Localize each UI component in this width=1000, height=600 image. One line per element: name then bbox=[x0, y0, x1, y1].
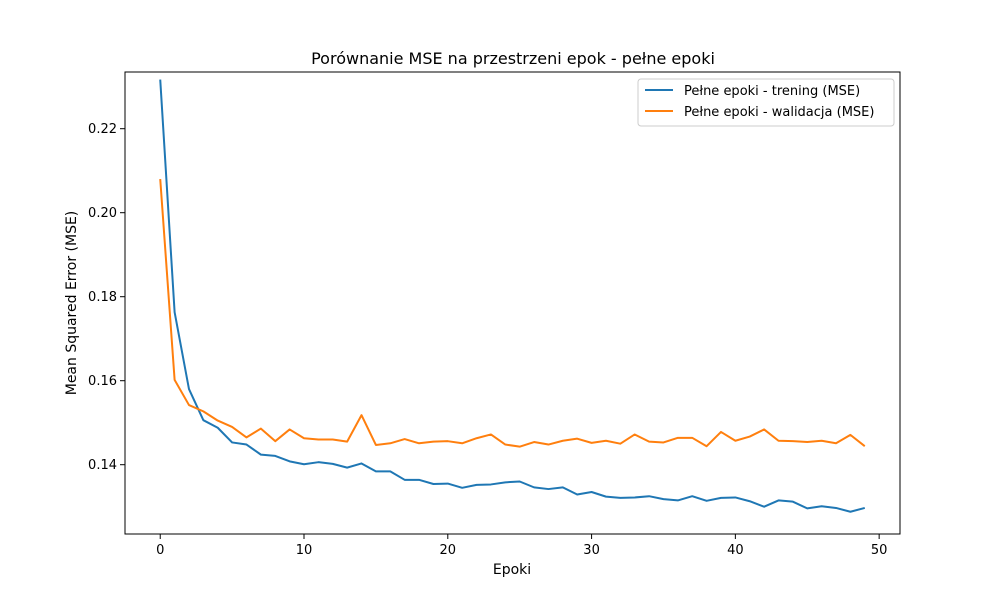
x-tick-label: 20 bbox=[440, 543, 457, 558]
x-axis: 0 10 20 30 40 50 bbox=[156, 534, 887, 558]
y-tick-label: 0.20 bbox=[88, 206, 117, 221]
legend: Pełne epoki - trening (MSE) Pełne epoki … bbox=[637, 78, 895, 127]
y-tick-label: 0.22 bbox=[88, 122, 117, 137]
legend-label-train: Pełne epoki - trening (MSE) bbox=[684, 84, 860, 99]
series-line-validation bbox=[159, 179, 866, 448]
y-tick-label: 0.16 bbox=[88, 374, 117, 389]
x-tick-label: 40 bbox=[727, 543, 744, 558]
x-tick-label: 50 bbox=[871, 543, 888, 558]
x-tick-label: 0 bbox=[156, 543, 164, 558]
chart-title: Porównanie MSE na przestrzeni epok - peł… bbox=[311, 49, 715, 68]
series-line-train bbox=[159, 79, 866, 513]
legend-label-validation: Pełne epoki - walidacja (MSE) bbox=[684, 105, 874, 120]
x-tick-label: 30 bbox=[583, 543, 600, 558]
y-tick-label: 0.14 bbox=[88, 458, 117, 473]
plot-area bbox=[159, 79, 866, 513]
legend-frame bbox=[637, 78, 895, 127]
y-axis-label: Mean Squared Error (MSE) bbox=[64, 211, 80, 396]
x-axis-label: Epoki bbox=[493, 562, 531, 578]
x-tick-label: 10 bbox=[296, 543, 313, 558]
y-tick-label: 0.18 bbox=[88, 290, 117, 305]
y-axis: 0.14 0.16 0.18 0.20 0.22 bbox=[88, 122, 125, 473]
plot-frame bbox=[124, 71, 901, 535]
